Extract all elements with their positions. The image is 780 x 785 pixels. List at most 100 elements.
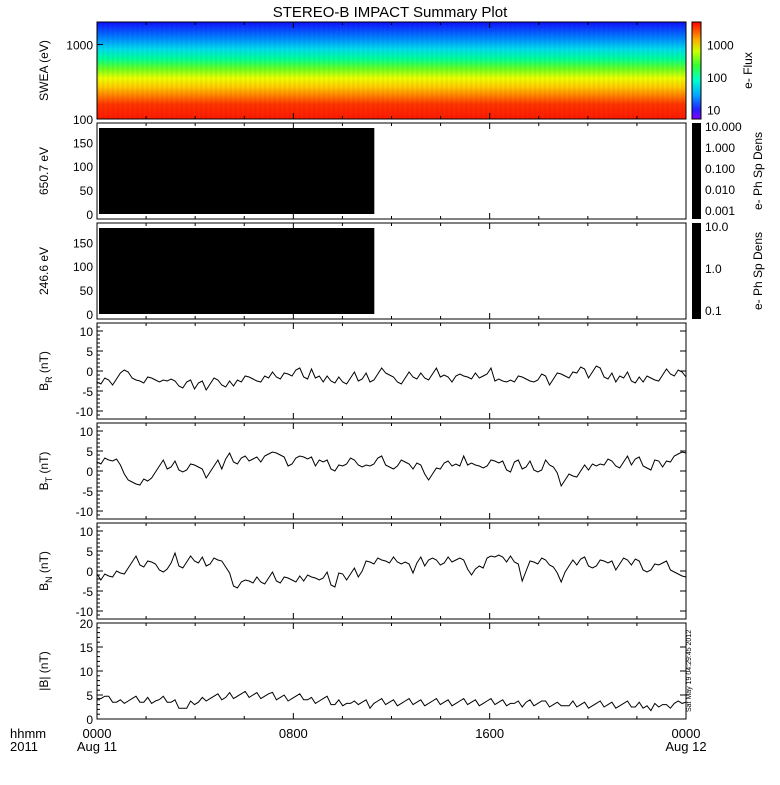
y-tick-label: 0 xyxy=(86,308,93,322)
spectrogram-stripe xyxy=(489,22,493,119)
spectrogram-stripe xyxy=(288,22,291,119)
colorbar-tick-label: 10 xyxy=(707,103,721,117)
pad-filled-region xyxy=(99,228,375,314)
spectrogram-stripe xyxy=(558,22,561,119)
y-axis-label: BR (nT) xyxy=(37,351,54,391)
pad-colorbar xyxy=(692,123,701,219)
spectrogram-stripe xyxy=(391,22,394,119)
spectrogram-stripe xyxy=(229,22,232,119)
y-tick-label: -5 xyxy=(82,385,93,399)
y-tick-label: 15 xyxy=(80,641,94,655)
spectrogram-stripe xyxy=(563,22,566,119)
panel-frame xyxy=(96,322,687,420)
spectrogram-stripe xyxy=(303,22,306,119)
spectrogram-stripe xyxy=(244,22,247,119)
spectrogram-stripe xyxy=(528,22,532,119)
spectrogram-stripe xyxy=(479,22,483,119)
colorbar-tick-label: 0.1 xyxy=(705,304,722,318)
series-line-bn xyxy=(96,551,687,589)
x-tick-label-time: 1600 xyxy=(475,726,504,741)
spectrogram-stripe xyxy=(155,22,159,119)
spectrogram-stripe xyxy=(234,22,237,119)
spectrogram-stripe xyxy=(312,22,316,119)
colorbar-tick-label: 1000 xyxy=(707,39,734,53)
spectrogram-stripe xyxy=(362,22,365,119)
spectrogram-stripe xyxy=(273,22,277,119)
spectrogram-stripe xyxy=(430,22,434,119)
panel-swea: 1000 100 SWEA (eV) 1000 100 10 e- Flux xyxy=(37,21,755,127)
spectrogram-stripe xyxy=(543,22,547,119)
y-axis-label: 650.7 eV xyxy=(37,147,51,195)
y-tick-label: 10 xyxy=(80,425,94,439)
y-tick-label: 10 xyxy=(80,665,94,679)
spectrogram-stripe xyxy=(420,22,424,119)
y-tick-label: -10 xyxy=(76,405,94,419)
spectrogram-stripe xyxy=(651,22,655,119)
spectrogram-stripe xyxy=(514,22,517,119)
panel-br: 10 5 0 -5 -10 BR (nT) xyxy=(37,322,687,420)
y-tick-label: 0 xyxy=(86,208,93,222)
spectrogram-stripe xyxy=(455,22,458,119)
spectrogram-stripe xyxy=(460,22,463,119)
spectrogram-stripe xyxy=(504,22,507,119)
y-tick-label: 5 xyxy=(86,445,93,459)
spectrogram-stripe xyxy=(371,22,375,119)
spectrogram-stripe xyxy=(97,22,100,119)
y-tick-label: 100 xyxy=(73,113,93,127)
x-tick-label-date: Aug 12 xyxy=(665,739,706,754)
spectrogram-stripe xyxy=(224,22,228,119)
spectrogram-stripe xyxy=(450,22,453,119)
spectrogram-stripe xyxy=(263,22,267,119)
time-unit-label: hhmm xyxy=(10,726,46,741)
panel-bmag: 20 15 10 5 0 |B| (nT) xyxy=(37,617,687,727)
spectrogram-stripe xyxy=(661,22,664,119)
print-stamp: Sat May 19 04:29:45 2012 xyxy=(686,630,693,712)
spectrogram-stripe xyxy=(332,22,336,119)
spectrogram-stripe xyxy=(381,22,385,119)
spectrogram-stripe xyxy=(347,22,350,119)
spectrogram-stripe xyxy=(627,22,630,119)
spectrogram-stripe xyxy=(209,22,213,119)
y-axis-label: |B| (nT) xyxy=(37,651,51,691)
y-tick-label: 20 xyxy=(80,617,94,631)
series-line-bt xyxy=(96,451,687,488)
colorbar-tick-label: 10.000 xyxy=(705,120,742,134)
spectrogram-stripe xyxy=(411,22,414,119)
spectrogram-stripe xyxy=(632,22,635,119)
spectrogram-stripe xyxy=(607,22,610,119)
pad-filled-region xyxy=(99,128,375,214)
y-axis-label: 246.6 eV xyxy=(37,247,51,295)
spectrogram-stripe xyxy=(131,22,134,119)
y-tick-label: 150 xyxy=(73,136,93,150)
spectrogram-stripe xyxy=(141,22,144,119)
spectrogram-stripe xyxy=(317,22,321,119)
y-tick-label: 10 xyxy=(80,525,94,539)
y-tick-label: 1000 xyxy=(66,38,93,52)
spectrogram-stripe xyxy=(494,22,498,119)
spectrogram-stripe xyxy=(474,22,478,119)
y-tick-label: 10 xyxy=(80,325,94,339)
spectrogram-stripe xyxy=(465,22,468,119)
colorbar-tick-label: 1.0 xyxy=(705,262,722,276)
year-label: 2011 xyxy=(10,739,38,754)
spectrogram-stripe xyxy=(612,22,615,119)
spectrogram-stripe xyxy=(249,22,252,119)
panel-pad650: 150 100 50 0 650.7 eV 10.000 1.000 0.100 0.010 0.… xyxy=(37,120,765,222)
spectrogram-stripe xyxy=(327,22,331,119)
colorbar-tick-label: 0.100 xyxy=(705,162,735,176)
colorbar-label: e- Ph Sp Dens xyxy=(751,232,765,310)
x-tick-label-date: Aug 11 xyxy=(77,739,117,754)
y-tick-label: 100 xyxy=(73,260,93,274)
spectrogram-stripe xyxy=(126,22,129,119)
spectrogram-stripe xyxy=(116,22,120,119)
spectrogram-stripe xyxy=(538,22,542,119)
spectrogram-stripe xyxy=(111,22,115,119)
spectrogram-stripe xyxy=(175,22,178,119)
spectrogram-stripe xyxy=(445,22,448,119)
spectrogram-stripe xyxy=(150,22,154,119)
panel-frame xyxy=(96,622,687,720)
y-axis-label: BN (nT) xyxy=(37,551,54,591)
spectrogram-stripe xyxy=(219,22,223,119)
colorbar-tick-label: 1.000 xyxy=(705,141,735,155)
